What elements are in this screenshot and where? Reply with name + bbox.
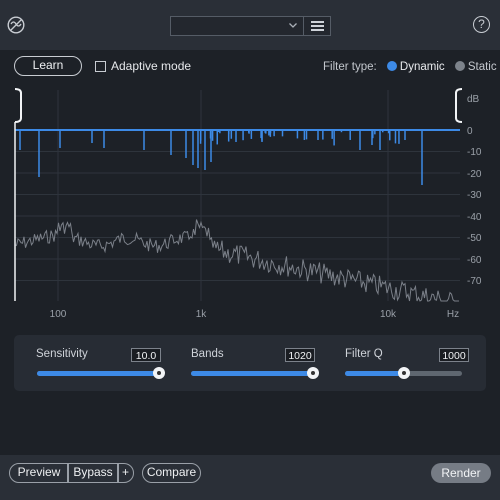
level-axis: dB 0 -10 -20 -30 -40 -50 -60 -70 (467, 94, 482, 287)
learn-button[interactable]: Learn (14, 56, 82, 76)
preview-button[interactable]: Preview (9, 463, 69, 483)
y-tick-20: -20 (467, 169, 482, 180)
filter-off-icon[interactable] (7, 16, 25, 34)
adaptive-mode-checkbox[interactable]: Adaptive mode (95, 59, 191, 73)
sensitivity-label: Sensitivity (36, 348, 88, 360)
adaptive-mode-check-box[interactable] (95, 61, 106, 72)
filter-q-slider-fill (345, 371, 404, 376)
filter-q-slider-thumb[interactable] (397, 367, 410, 379)
high-cut-bracket-handle[interactable] (455, 88, 463, 123)
y-tick-60: -60 (467, 255, 482, 266)
x-tick-100: 100 (50, 309, 67, 320)
spectrum-trace (14, 219, 459, 302)
filter-type-static-radio[interactable] (454, 61, 465, 71)
top-bar: ? (0, 0, 500, 50)
filter-type-label: Filter type: (323, 61, 377, 73)
low-cut-bracket-handle[interactable] (14, 88, 22, 123)
y-tick-0: 0 (467, 126, 473, 137)
spectrum-graph[interactable]: 100 1k 10k Hz dB 0 -10 -20 -30 -40 -50 -… (0, 86, 500, 324)
help-button[interactable]: ? (473, 16, 490, 33)
filter-q-label: Filter Q (345, 348, 383, 360)
filter-type-dynamic-label[interactable]: Dynamic (399, 61, 445, 73)
y-tick-70: -70 (467, 276, 482, 287)
bands-slider-thumb[interactable] (306, 367, 319, 379)
bands-slider[interactable] (191, 367, 319, 379)
filter-type-selector: Filter type: Dynamic Static (323, 61, 497, 73)
bands-label: Bands (191, 348, 224, 360)
bypass-add-button[interactable]: + (117, 463, 134, 483)
filter-notches (19, 130, 423, 185)
bands-value-field[interactable]: 1020 (285, 348, 315, 362)
sensitivity-slider-fill (37, 371, 159, 376)
chevron-down-icon (289, 23, 297, 28)
presets-menu-button[interactable] (303, 16, 331, 36)
preset-dropdown[interactable] (170, 16, 304, 36)
adaptive-mode-label: Adaptive mode (111, 59, 192, 73)
filter-q-value-field[interactable]: 1000 (439, 348, 469, 362)
controls-panel: Sensitivity 10.0 Bands 1020 Filter Q 100… (14, 335, 486, 391)
compare-button[interactable]: Compare (142, 463, 201, 483)
filter-type-static-label[interactable]: Static (467, 61, 497, 73)
bands-slider-fill (191, 371, 313, 376)
sensitivity-slider-thumb[interactable] (152, 367, 165, 379)
bottom-bar: Preview Bypass + Compare Render (0, 455, 500, 500)
sensitivity-value-field[interactable]: 10.0 (131, 348, 161, 362)
filter-type-dynamic-radio[interactable] (386, 61, 397, 71)
y-tick-10: -10 (467, 147, 482, 158)
render-button[interactable]: Render (431, 463, 491, 483)
x-tick-1k: 1k (196, 309, 208, 320)
y-tick-50: -50 (467, 233, 482, 244)
x-tick-10k: 10k (380, 309, 397, 320)
y-tick-30: -30 (467, 190, 482, 201)
y-tick-40: -40 (467, 212, 482, 223)
graph-grid (15, 90, 460, 301)
x-tick-unit: Hz (447, 309, 459, 320)
bypass-button[interactable]: Bypass (67, 463, 119, 483)
y-unit-label: dB (467, 94, 480, 105)
frequency-axis: 100 1k 10k Hz (50, 309, 459, 320)
filter-q-slider[interactable] (345, 367, 462, 379)
sensitivity-slider[interactable] (37, 367, 165, 379)
